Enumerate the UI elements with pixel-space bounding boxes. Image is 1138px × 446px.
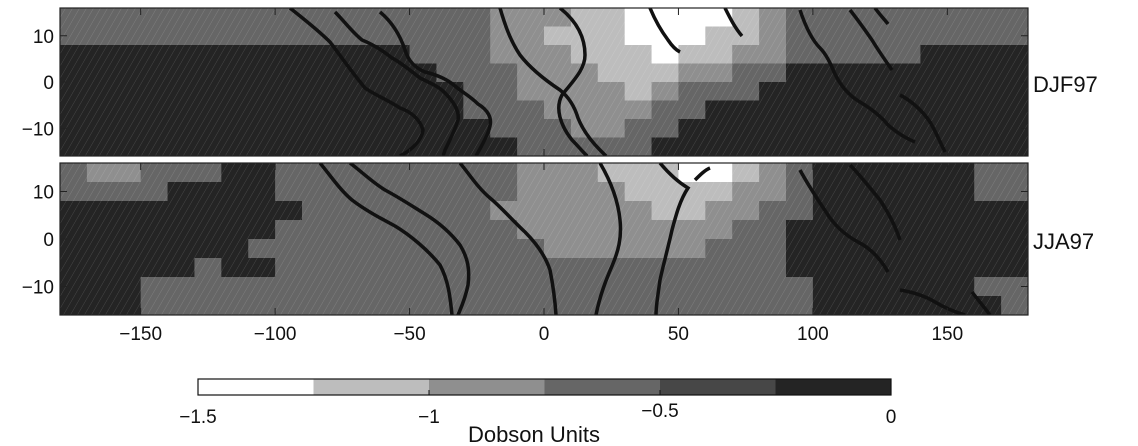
y-tick-label: 10: [33, 27, 54, 48]
x-tick-label: −50: [393, 324, 425, 345]
y-tick-label: −10: [22, 278, 54, 299]
colorbar-tick-label: −0.5: [641, 401, 679, 422]
y-tick-label: 10: [33, 183, 54, 204]
panel-jja97: 10 0 −10 JJA97: [22, 162, 1094, 316]
colorbar-swatch: [660, 379, 776, 395]
colorbar-swatch: [313, 379, 430, 395]
x-axis: −150 −100 −50 0 50 100 150: [119, 8, 963, 345]
y-tick-label: −10: [22, 119, 54, 140]
colorbar-tick-label: −1: [418, 407, 440, 428]
colorbar-title: Dobson Units: [468, 422, 600, 446]
grid-hatch: [60, 163, 1028, 315]
colorbar-swatch: [198, 379, 314, 395]
colorbar-swatch: [544, 379, 661, 395]
colorbar-tick-label: 0: [886, 407, 897, 428]
coastlines-djf97: [288, 8, 947, 156]
colorbar: −1.5 −1 −0.5 0 Dobson Units: [179, 378, 896, 446]
grid-hatch: [60, 8, 1028, 156]
y-tick-label: 0: [43, 230, 54, 251]
x-tick-label: 50: [668, 324, 689, 345]
x-tick-label: 100: [797, 324, 829, 345]
x-tick-label: 150: [931, 324, 963, 345]
panel-djf97: 10 0 −10 DJF97: [22, 7, 1098, 157]
colorbar-tick-label: −1.5: [179, 407, 217, 428]
y-tick-label: 0: [43, 73, 54, 94]
x-tick-label: −100: [254, 324, 297, 345]
y-axis-djf97: 10 0 −10: [22, 27, 1028, 140]
colorbar-ticks: −1.5 −1 −0.5 0: [179, 390, 896, 428]
panel-label-djf97: DJF97: [1033, 72, 1098, 97]
x-tick-label: −150: [119, 324, 162, 345]
x-tick-label: 0: [539, 324, 550, 345]
y-axis-jja97: 10 0 −10: [22, 183, 1028, 299]
colorbar-swatch: [775, 379, 892, 395]
colorbar-frame: [197, 378, 892, 396]
coastlines-jja97: [318, 163, 992, 315]
panel-label-jja97: JJA97: [1033, 229, 1094, 254]
colorbar-swatch: [429, 379, 545, 395]
colorbar-swatches: [198, 379, 892, 395]
